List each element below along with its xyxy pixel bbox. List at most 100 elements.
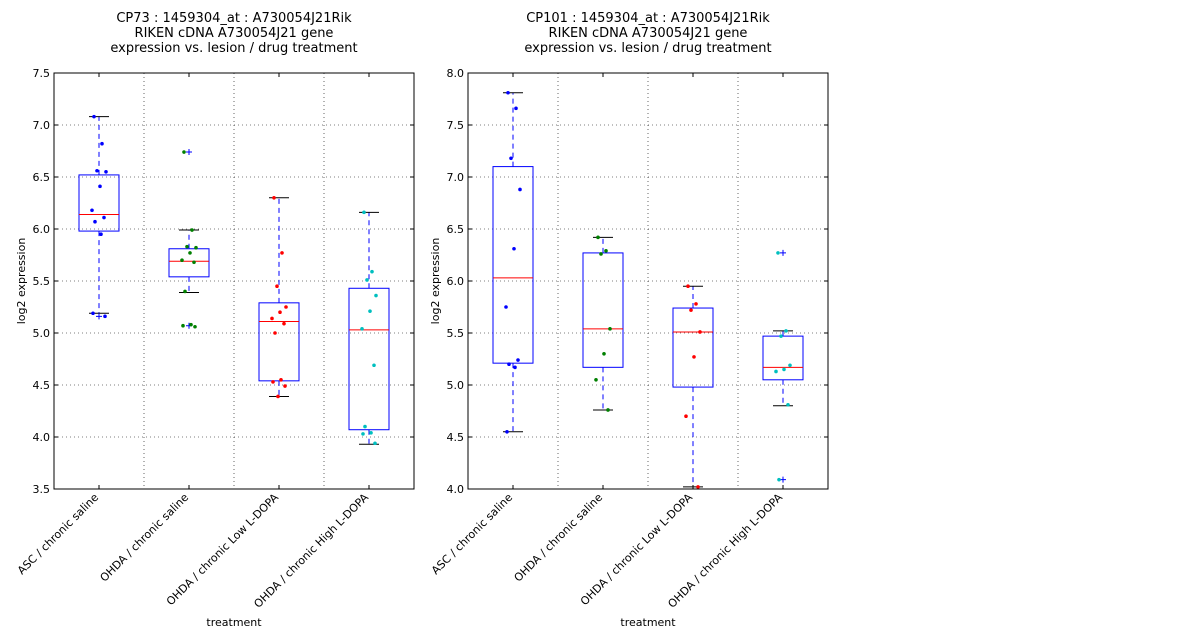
data-point (788, 363, 792, 368)
y-axis-label: log2 expression (15, 238, 28, 325)
data-point (596, 235, 600, 240)
iqr-box (762, 335, 804, 381)
data-point (694, 302, 698, 306)
data-point (368, 309, 372, 313)
data-point (786, 402, 790, 407)
iqr-box (672, 307, 714, 388)
data-point (93, 219, 97, 224)
data-point (372, 363, 376, 368)
data-point (284, 305, 288, 309)
box-2 (582, 235, 624, 412)
y-tick-label: 4.0 (447, 483, 465, 496)
data-point (185, 244, 189, 249)
x-category-label: ASC / chronic saline (15, 491, 101, 577)
data-point (194, 245, 198, 250)
data-point (506, 90, 510, 95)
data-point (361, 432, 365, 436)
data-point (370, 269, 374, 274)
y-tick-label: 5.5 (447, 327, 465, 340)
y-tick-label: 3.5 (33, 483, 51, 496)
data-point (776, 251, 780, 255)
box-3 (258, 196, 300, 399)
y-tick-label: 4.0 (33, 431, 51, 444)
y-tick-label: 4.5 (447, 431, 465, 444)
data-point (100, 141, 104, 146)
plot-frame (53, 72, 415, 490)
data-point (599, 252, 603, 256)
data-point (777, 477, 781, 482)
data-point (192, 260, 196, 265)
data-point (369, 431, 373, 435)
box-2 (168, 149, 210, 329)
plot-frame (467, 72, 829, 490)
box-4 (762, 249, 804, 483)
data-point (182, 150, 186, 154)
x-category-label: OHDA / chronic saline (512, 491, 606, 585)
data-point (509, 156, 513, 161)
data-point (696, 485, 700, 489)
data-point (283, 384, 287, 388)
y-tick-label: 7.0 (33, 119, 51, 132)
data-point (275, 284, 279, 289)
data-point (692, 355, 696, 359)
data-point (183, 289, 187, 294)
data-point (279, 378, 283, 382)
x-category-label: ASC / chronic saline (429, 491, 515, 577)
iqr-box (258, 302, 300, 382)
data-point (91, 311, 95, 316)
data-point (686, 284, 690, 289)
data-point (516, 358, 520, 362)
chart-title-line: RIKEN cDNA A730054J21 gene (135, 26, 334, 41)
data-point (505, 430, 509, 434)
data-point (512, 246, 516, 251)
chart-title-line: RIKEN cDNA A730054J21 gene (549, 26, 748, 41)
y-tick-label: 5.0 (447, 379, 465, 392)
y-axis-label: log2 expression (429, 238, 442, 325)
iqr-box (348, 287, 390, 431)
data-point (784, 329, 788, 333)
data-point (103, 314, 107, 319)
y-tick-label: 6.5 (33, 171, 51, 184)
data-point (684, 414, 688, 419)
iqr-box (582, 252, 624, 368)
data-point (189, 322, 193, 327)
data-point (689, 308, 693, 312)
x-axis-label: treatment (206, 616, 262, 629)
data-point (606, 408, 610, 412)
y-tick-label: 7.5 (33, 67, 51, 80)
data-point (513, 365, 517, 370)
data-point (514, 106, 518, 111)
y-tick-label: 5.5 (33, 275, 51, 288)
data-point (99, 232, 103, 236)
data-point (365, 278, 369, 282)
data-point (273, 331, 277, 335)
data-point (276, 394, 280, 399)
iqr-box (168, 248, 210, 278)
chart-title-line: CP101 : 1459304_at : A730054J21Rik (526, 11, 770, 26)
data-point (278, 310, 282, 315)
y-tick-label: 6.0 (33, 223, 51, 236)
data-point (102, 215, 106, 220)
x-category-label: OHDA / chronic saline (98, 491, 192, 585)
data-point (90, 208, 94, 213)
box-1 (78, 114, 120, 320)
data-point (270, 316, 274, 321)
box-1 (492, 90, 534, 434)
data-point (373, 441, 377, 446)
data-point (594, 378, 598, 382)
iqr-box (78, 174, 120, 232)
data-point (374, 293, 378, 298)
data-point (779, 334, 783, 338)
data-point (92, 114, 96, 119)
y-tick-label: 7.0 (447, 171, 465, 184)
data-point (518, 187, 522, 192)
data-point (698, 330, 702, 334)
data-point (95, 168, 99, 173)
chart-title-line: expression vs. lesion / drug treatment (524, 41, 771, 56)
iqr-box (492, 166, 534, 364)
data-point (98, 184, 102, 189)
data-point (362, 210, 366, 215)
outlier-marker (780, 249, 786, 256)
